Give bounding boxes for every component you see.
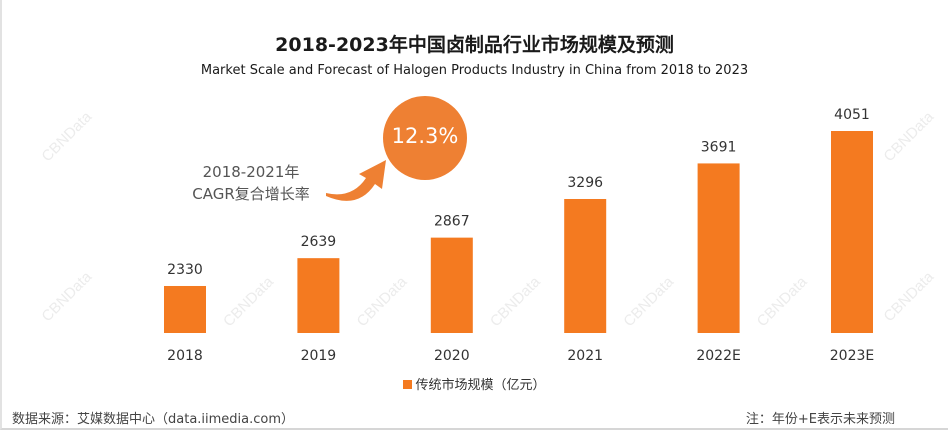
data-label-2022E: 3691 [701,139,737,155]
watermark-text: CBNData [38,108,95,165]
bar-2019 [297,258,340,333]
x-tick-labels-group: 2018 2019 2020 2021 2022E 2023E [167,348,874,364]
legend-label: 传统市场规模（亿元） [415,378,546,393]
cagr-value: 12.3% [391,124,459,148]
watermark-text: CBNData [880,268,937,325]
bars-group [164,131,873,333]
x-tick-2019: 2019 [301,348,337,364]
bar-2023E [831,131,873,333]
x-tick-2020: 2020 [434,348,470,364]
bar-2022E [697,163,740,333]
chart-title: 2018-2023年中国卤制品行业市场规模及预测 [275,34,674,56]
data-label-2019: 2639 [301,234,337,250]
x-tick-2021: 2021 [567,348,603,364]
chart-subtitle: Market Scale and Forecast of Halogen Pro… [200,63,749,78]
cagr-label: CAGR复合增长率 [192,185,310,203]
watermark-text: CBNData [754,273,811,330]
data-label-2021: 3296 [567,175,603,191]
bar-2021 [564,198,607,333]
cagr-annotation: 2018-2021年 CAGR复合增长率 [176,161,326,205]
data-label-2023E: 4051 [834,107,870,123]
cagr-circle [383,96,467,180]
data-label-2020: 2867 [434,214,470,230]
bar-2020 [430,237,473,333]
watermark-text: CBNData [880,108,937,165]
forecast-note: 注：年份+E表示未来预测 [745,412,895,427]
watermark-text: CBNData [354,273,411,330]
bar-2018 [164,285,206,333]
x-tick-2018: 2018 [167,348,203,364]
watermark-text: CBNData [487,273,544,330]
cagr-period: 2018-2021年 [202,163,300,181]
x-tick-2023E: 2023E [830,348,874,364]
legend: 传统市场规模（亿元） [0,374,949,393]
curved-arrow-icon [326,160,386,201]
legend-swatch [403,380,413,389]
watermark-text: CBNData [220,273,277,330]
data-source: 数据来源：艾媒数据中心（data.iimedia.com） [12,412,295,427]
x-tick-2022E: 2022E [696,348,740,364]
watermark-text: CBNData [38,268,95,325]
data-label-2018: 2330 [167,262,203,278]
watermark-text: CBNData [620,273,677,330]
value-labels-group: 2330 2639 2867 3296 3691 4051 [167,107,870,278]
